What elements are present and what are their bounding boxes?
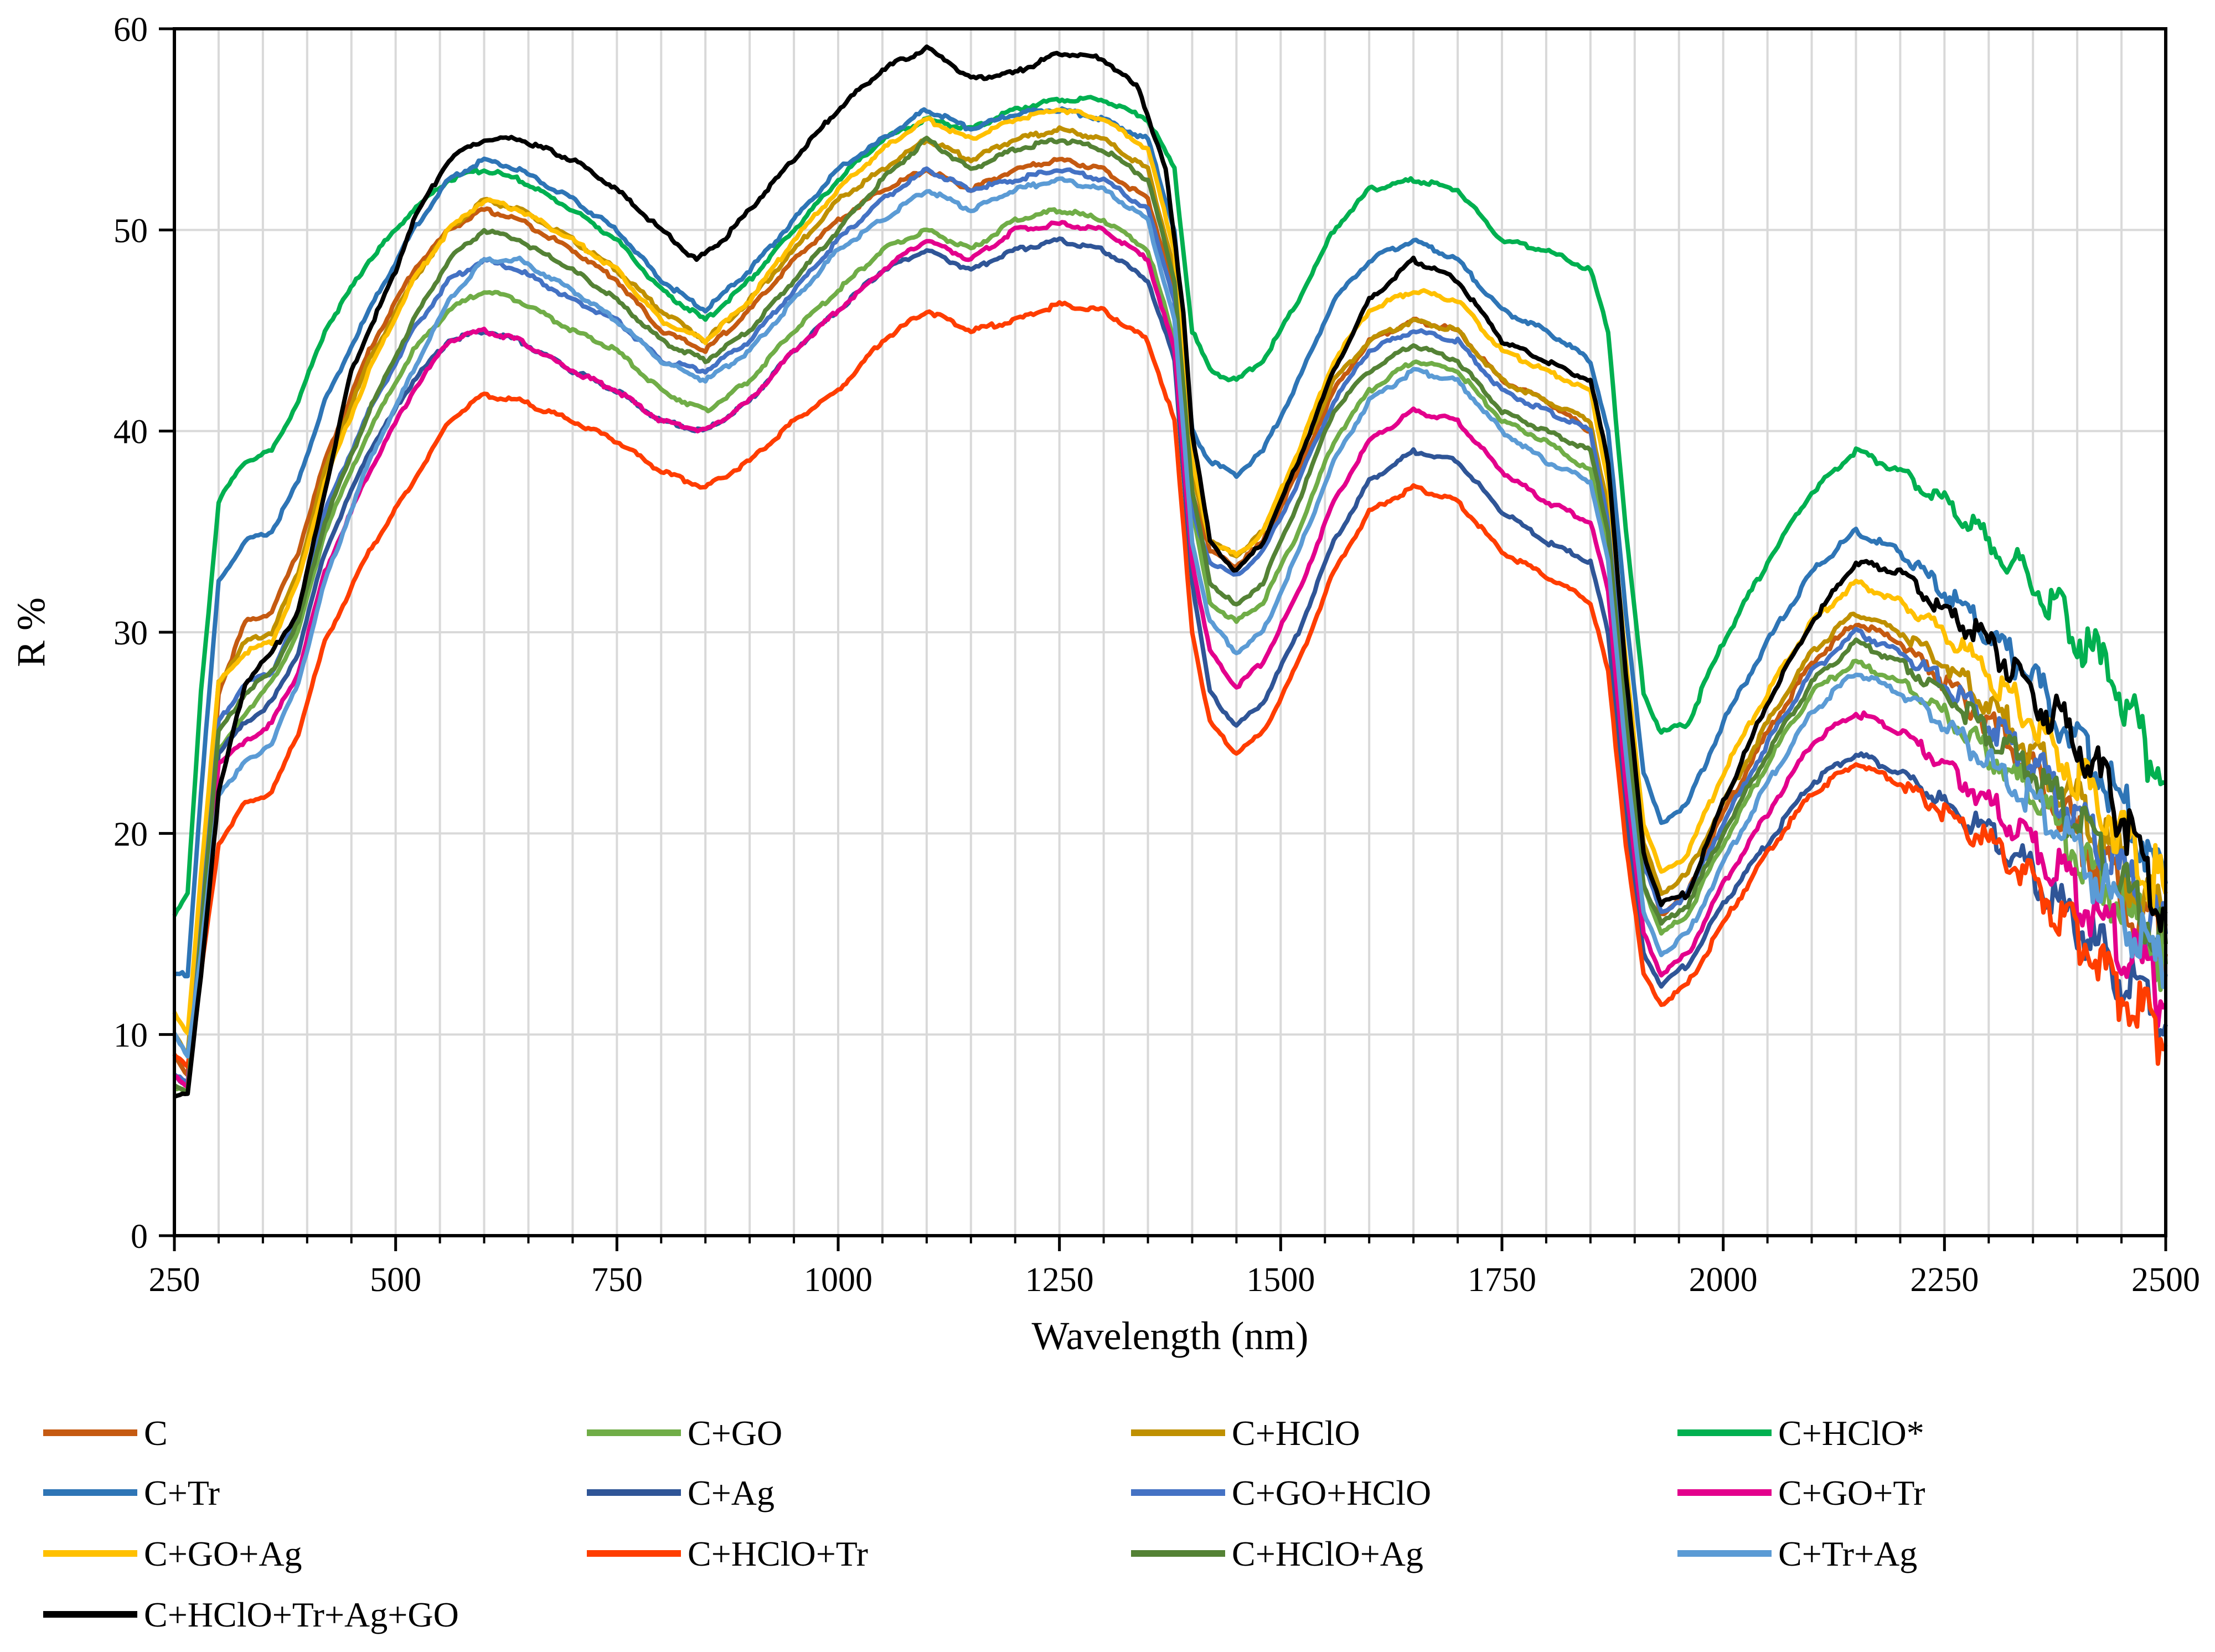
legend-label: C+HClO+Ag	[1232, 1534, 1423, 1573]
series-line	[173, 44, 2168, 1099]
series-line	[172, 107, 2168, 1036]
legend-label: C+Ag	[688, 1473, 775, 1512]
y-axis-title: R %	[9, 597, 53, 667]
series-line	[172, 95, 2166, 917]
series-line	[172, 176, 2168, 1059]
legend-label: C+HClO+Tr	[688, 1534, 868, 1573]
x-tick-label: 2000	[1689, 1261, 1758, 1299]
x-tick-label: 750	[591, 1261, 643, 1299]
legend-label: C+HClO*	[1778, 1413, 1924, 1453]
series-line	[173, 136, 2168, 1095]
legend-label: C+GO+Tr	[1778, 1473, 1925, 1512]
y-tick-label: 60	[113, 11, 148, 49]
x-tick-label: 1000	[804, 1261, 872, 1299]
x-tick-label: 1250	[1025, 1261, 1094, 1299]
legend-label: C+GO+Ag	[144, 1534, 302, 1573]
x-tick-label: 2500	[2131, 1261, 2200, 1299]
y-tick-label: 50	[113, 212, 148, 250]
series-line	[173, 166, 2168, 1086]
legend-label: C+GO+HClO	[1232, 1473, 1431, 1512]
y-tick-label: 10	[113, 1017, 148, 1055]
x-tick-label: 1750	[1468, 1261, 1536, 1299]
y-tick-label: 20	[113, 815, 148, 853]
axis-ticks: 250 500 750 1000 1250 1500 1750 2000 2250 2500 0 10…	[113, 11, 2200, 1299]
legend-label: C+Tr+Ag	[1778, 1534, 1917, 1573]
y-tick-label: 30	[113, 615, 148, 652]
series-line	[174, 220, 2168, 1090]
legend-label: C+Tr	[144, 1473, 220, 1512]
series-lines	[172, 44, 2168, 1099]
legend-label: C+HClO+Tr+Ag+GO	[144, 1595, 459, 1634]
x-tick-label: 2250	[1910, 1261, 1979, 1299]
x-tick-label: 1500	[1246, 1261, 1315, 1299]
x-tick-label: 500	[370, 1261, 421, 1299]
legend-label: C+GO	[688, 1413, 782, 1453]
x-axis-title: Wavelength (nm)	[1031, 1314, 1308, 1358]
y-tick-label: 0	[131, 1218, 148, 1256]
x-tick-label: 250	[149, 1261, 200, 1299]
legend: C C+GO C+HClO C+HClO* C+Tr C+Ag C+GO+HClO C+GO+…	[43, 1413, 1925, 1634]
series-line	[173, 300, 2168, 1069]
y-tick-label: 40	[113, 414, 148, 451]
legend-label: C	[144, 1413, 168, 1453]
legend-label: C+HClO	[1232, 1413, 1360, 1453]
